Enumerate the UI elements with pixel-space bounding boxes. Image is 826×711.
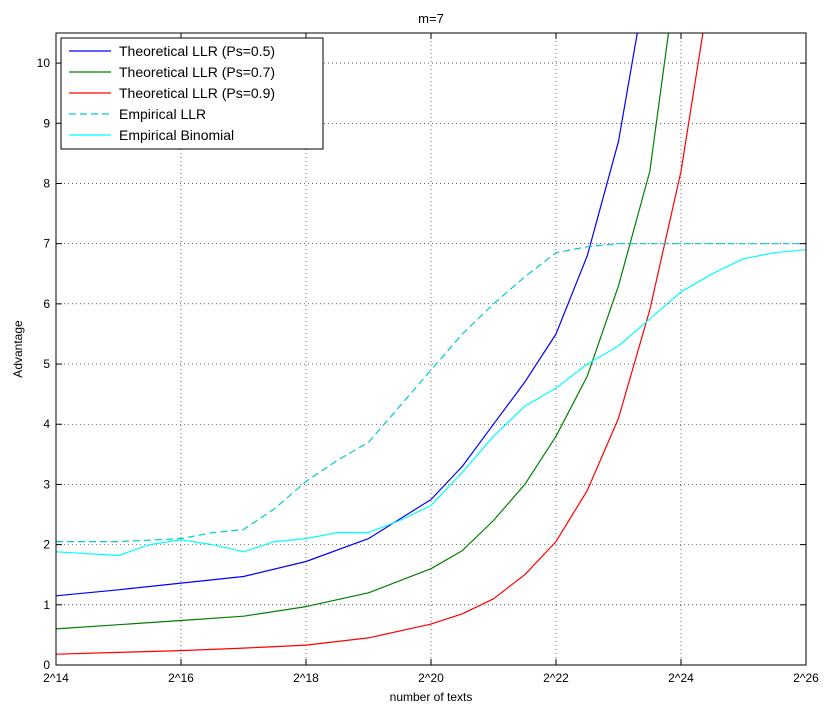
legend: Theoretical LLR (Ps=0.5) Theoretical LLR … [60,37,324,150]
y-tick-label: 5 [43,357,50,371]
series-line-4 [56,243,806,543]
x-tick-label: 2^22 [543,671,569,685]
y-tick-label: 2 [43,538,50,552]
legend-label: Theoretical LLR (Ps=0.9) [119,85,275,101]
legend-label: Theoretical LLR (Ps=0.5) [119,43,275,59]
legend-label: Empirical Binomial [119,127,234,143]
x-tick-label: 2^20 [418,671,444,685]
y-axis-label: Advantage [11,320,25,378]
series-group [56,33,806,655]
x-tick-label: 2^14 [43,671,69,685]
chart-title: m=7 [418,11,444,26]
x-tick-label: 2^18 [293,671,319,685]
series-layer [56,33,806,655]
legend-label: Empirical LLR [119,106,206,122]
y-tick-label: 4 [43,417,50,431]
x-tick-label: 2^26 [793,671,819,685]
y-tick-label: 1 [43,598,50,612]
y-tick-label: 9 [43,116,50,130]
y-tick-label: 6 [43,297,50,311]
series-line-5 [56,249,806,557]
x-tick-label: 2^16 [168,671,194,685]
y-tick-label: 8 [43,176,50,190]
y-tick-label: 10 [37,56,51,70]
ticks: 2^14 2^16 2^18 2^20 2^22 2^24 2^26 0 1 2 3 4 5 6 7 8 9 10 [37,33,819,685]
x-axis-label: number of texts [390,690,473,704]
y-tick-label: 3 [43,477,50,491]
series-line-3 [56,33,704,655]
x-tick-label: 2^24 [668,671,694,685]
y-tick-label: 0 [43,658,50,672]
series-line-1 [56,33,638,597]
series-line-2 [56,33,670,630]
legend-label: Theoretical LLR (Ps=0.7) [119,64,275,80]
y-tick-label: 7 [43,237,50,251]
